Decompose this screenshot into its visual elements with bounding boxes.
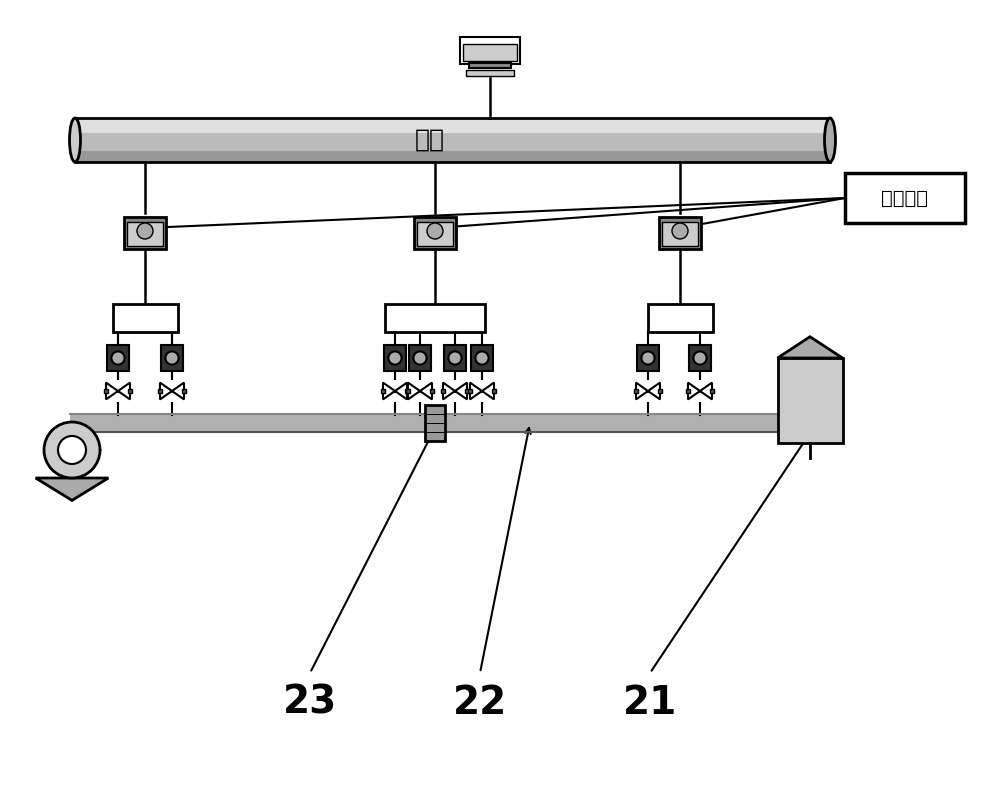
Polygon shape [383, 383, 395, 400]
Polygon shape [395, 383, 407, 400]
Polygon shape [470, 383, 482, 400]
Polygon shape [408, 383, 420, 400]
Bar [70, 414, 840, 432]
Bar [778, 358, 842, 443]
Circle shape [44, 422, 100, 478]
Polygon shape [778, 336, 842, 358]
Circle shape [693, 351, 707, 365]
Bar [486, 60, 494, 66]
Bar [75, 118, 830, 162]
Bar [658, 389, 662, 393]
Bar [385, 304, 485, 332]
Bar [444, 345, 466, 371]
Ellipse shape [824, 118, 836, 162]
Bar [425, 405, 445, 441]
Text: 21: 21 [623, 684, 677, 722]
Bar [104, 389, 108, 393]
Polygon shape [482, 383, 494, 400]
Circle shape [641, 351, 655, 365]
Bar [381, 389, 385, 393]
Text: 校时模块: 校时模块 [882, 188, 928, 207]
Bar [441, 389, 445, 393]
Text: 网络: 网络 [415, 128, 445, 152]
Ellipse shape [70, 118, 80, 162]
Circle shape [388, 351, 402, 365]
Bar [75, 151, 830, 162]
Polygon shape [636, 383, 648, 400]
Bar [469, 63, 511, 68]
Bar [492, 389, 496, 393]
Bar [689, 345, 711, 371]
Polygon shape [443, 383, 455, 400]
Bar [406, 389, 410, 393]
Bar [417, 222, 453, 246]
Bar [75, 118, 830, 133]
Bar [112, 304, 178, 332]
Bar [845, 173, 965, 223]
Circle shape [448, 351, 462, 365]
Bar [662, 222, 698, 246]
Bar [158, 389, 162, 393]
Bar [128, 389, 132, 393]
Bar [161, 345, 183, 371]
Bar [468, 389, 472, 393]
Circle shape [413, 351, 427, 365]
Bar [384, 345, 406, 371]
Bar [460, 36, 520, 64]
Polygon shape [118, 383, 130, 400]
Circle shape [137, 223, 153, 239]
Bar [634, 389, 638, 393]
Bar [75, 118, 830, 162]
Bar [465, 389, 469, 393]
Polygon shape [700, 383, 712, 400]
Circle shape [475, 351, 489, 365]
Bar [409, 345, 431, 371]
Polygon shape [160, 383, 172, 400]
Circle shape [58, 436, 86, 464]
Polygon shape [455, 383, 467, 400]
Circle shape [165, 351, 179, 365]
Text: 23: 23 [283, 684, 337, 722]
Polygon shape [648, 383, 660, 400]
Circle shape [672, 223, 688, 239]
Bar [414, 217, 456, 249]
Polygon shape [172, 383, 184, 400]
Text: 22: 22 [453, 684, 507, 722]
Polygon shape [36, 478, 108, 500]
Bar [659, 217, 701, 249]
Circle shape [111, 351, 125, 365]
Bar [471, 345, 493, 371]
Bar [637, 345, 659, 371]
Polygon shape [688, 383, 700, 400]
Bar [710, 389, 714, 393]
Bar [648, 304, 712, 332]
Bar [405, 389, 409, 393]
Bar [466, 70, 514, 76]
Bar [463, 43, 517, 61]
Bar [127, 222, 163, 246]
Polygon shape [106, 383, 118, 400]
Bar [430, 389, 434, 393]
Bar [686, 389, 690, 393]
Bar [182, 389, 186, 393]
Polygon shape [420, 383, 432, 400]
Bar [107, 345, 129, 371]
Circle shape [427, 223, 443, 239]
Bar [124, 217, 166, 249]
